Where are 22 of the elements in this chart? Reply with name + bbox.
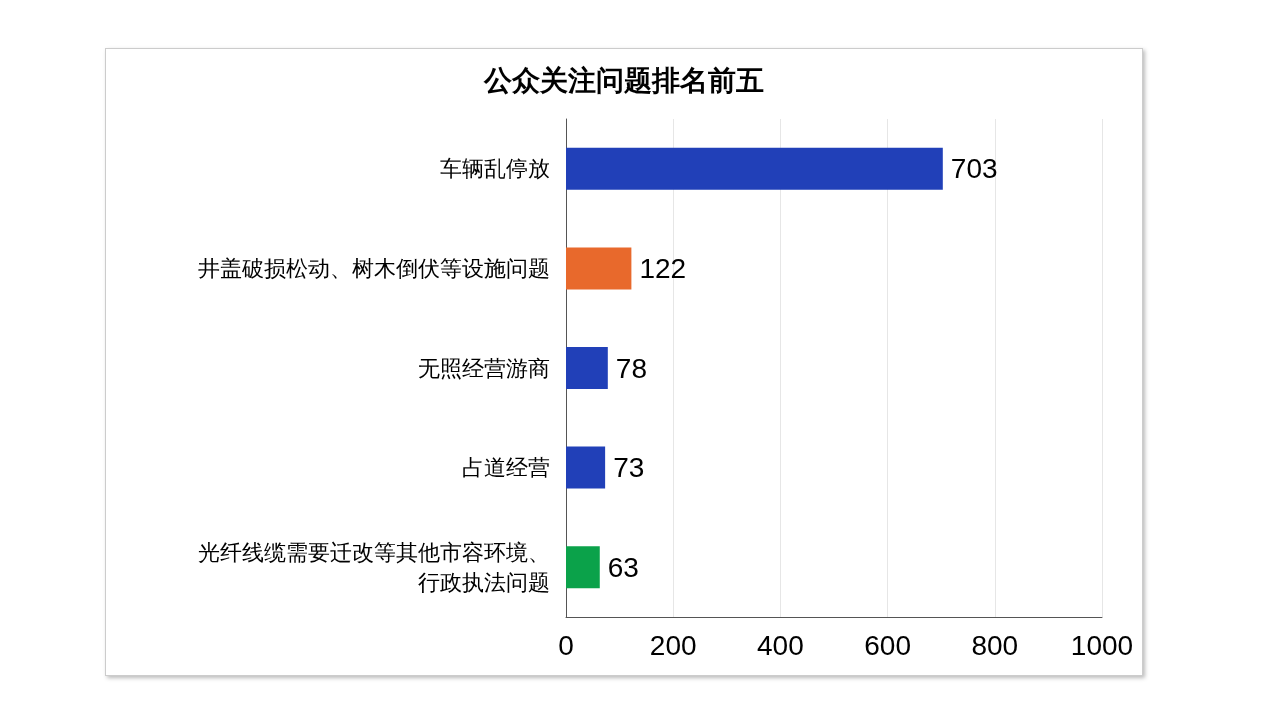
y-tick-label: 占道经营 xyxy=(462,455,550,481)
x-tick-label: 800 xyxy=(971,629,1019,661)
bar xyxy=(566,147,943,190)
data-label: 122 xyxy=(639,252,687,284)
y-tick-label: 井盖破损松动、树木倒伏等设施问题 xyxy=(198,255,550,281)
bar xyxy=(566,247,632,290)
x-tick-label: 600 xyxy=(864,629,911,661)
y-tick-label: 车辆乱停放 xyxy=(440,156,550,182)
x-tick-label: 200 xyxy=(649,629,697,661)
data-label: 73 xyxy=(613,452,645,484)
bar xyxy=(566,446,606,489)
x-tick-label: 0 xyxy=(558,629,574,661)
x-tick-label: 400 xyxy=(757,629,804,661)
y-tick-label: 无照经营游商 xyxy=(418,355,550,381)
data-label: 78 xyxy=(615,352,647,384)
x-tick-label: 1000 xyxy=(1070,629,1134,661)
data-label: 703 xyxy=(950,153,998,185)
bar xyxy=(566,546,600,589)
data-label: 63 xyxy=(607,551,639,583)
bar xyxy=(566,347,608,389)
chart-title: 公众关注问题排名前五 xyxy=(483,63,764,97)
y-tick-label: 光纤线缆需要迁改等其他市容环境、行政执法问题 xyxy=(198,539,550,595)
